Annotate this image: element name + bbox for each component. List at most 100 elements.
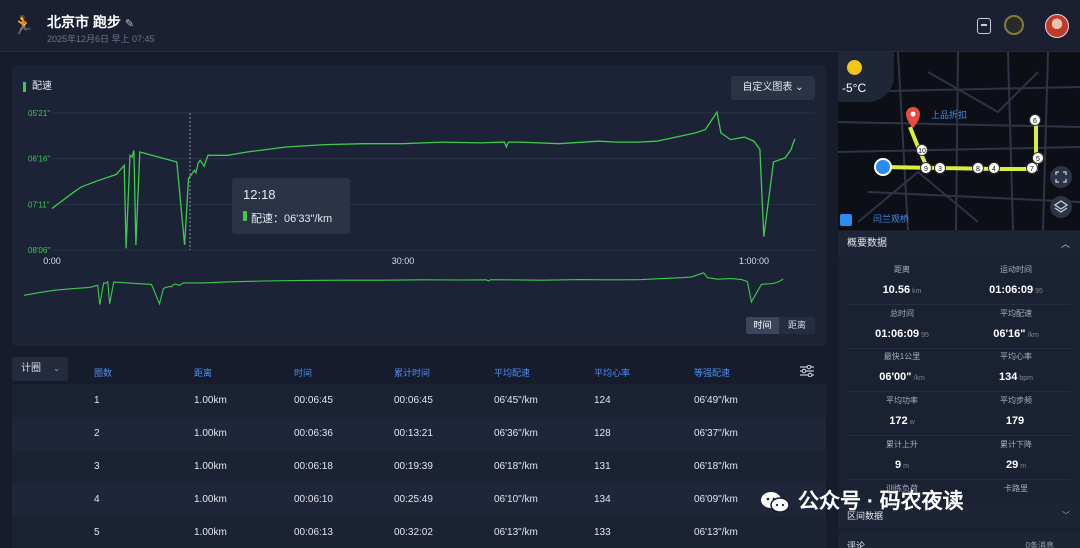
column-header-time[interactable]: 时间 [294,368,313,378]
cell-avg-pace: 06'10"/km [494,494,538,505]
summary-panel: 距离 10.56 km 运动时间 01:06:09 95 总时间 01:06:09 9… [838,257,1080,548]
custom-chart-button[interactable]: 自定义图表 ⌄ [731,76,815,100]
poi-label: 上品折扣 [931,109,967,120]
edit-icon[interactable]: ✎ [124,18,135,30]
km-marker [988,162,1000,174]
layers-icon[interactable] [1050,196,1072,218]
pace-series-line [51,110,796,249]
y-tick-label: 07'11" [28,200,50,209]
header: 🏃 北京市 跑步 ✎ 2025年12月6日 早上 07:45 [0,0,1080,52]
stat-value: 179 [1005,415,1025,427]
stat-value: 29 m [1005,459,1027,471]
cell-time: 00:06:36 [294,428,333,439]
stat-label: 训练负荷 [886,484,918,493]
summary-section-header[interactable]: 概要数据 ︿ [838,231,1080,257]
km-marker-label: 7 [1030,166,1034,173]
route-map[interactable]: 10 9 3 8 4 7 5 6 上品折扣 闫兰观桥 [838,52,1080,230]
zones-section-header[interactable]: 区间数据 ﹀ [838,504,1080,528]
stat-avg-hr: 平均心率 134 bpm [958,351,1074,383]
km-marker [916,144,928,156]
column-header-cumulative-time[interactable]: 累计时间 [394,368,431,378]
cell-avg-pace: 06'13"/km [494,527,538,538]
table-settings-icon[interactable] [800,365,814,377]
km-marker-label: 5 [1036,156,1040,163]
stat-label: 平均功率 [886,396,918,405]
toggle-time-button[interactable]: 时间 [746,317,779,334]
cell-time: 00:06:13 [294,527,333,538]
watch-icon[interactable] [1004,15,1024,35]
km-marker [1026,162,1038,174]
watermark: 公众号 · 码农夜读 [758,484,964,520]
stat-label: 最快1公里 [883,352,921,361]
table-row[interactable]: 5 1.00km 00:06:13 00:32:02 06'13"/km 133… [12,516,826,548]
comments-section-header[interactable]: 评论 0条消息 [838,534,1080,548]
toggle-distance-button[interactable]: 距离 [779,317,815,334]
stat-label: 平均配速 [1000,309,1032,318]
laps-table-body: 1 1.00km 00:06:45 00:06:45 06'45"/km 124… [12,384,826,548]
fullscreen-icon[interactable] [1050,166,1072,188]
cell-gap: 06'37"/km [694,428,738,439]
overview-series-line [23,272,784,306]
cell-time: 00:06:45 [294,395,333,406]
watermark-text: 公众号 · 码农夜读 [798,490,964,513]
cell-avg-pace: 06'36"/km [494,428,538,439]
table-row[interactable]: 2 1.00km 00:06:36 00:13:21 06'36"/km 128… [12,417,826,450]
column-header-gap[interactable]: 等强配速 [694,368,731,378]
stat-value: 06'00"/km [879,371,925,383]
stat-label: 平均心率 [1000,352,1032,361]
start-marker [874,158,892,176]
finish-pin-icon [906,107,920,128]
cell-distance: 1.00km [194,395,227,406]
x-tick-label: 30:00 [392,256,415,266]
stat-value: 01:06:09 95 [989,284,1043,296]
map-logo-icon [840,214,852,226]
km-marker [972,162,984,174]
avatar[interactable] [1045,14,1069,38]
cell-time: 00:06:18 [294,461,333,472]
running-icon: 🏃 [12,15,35,35]
stat-moving-time: 运动时间 01:06:09 95 [958,264,1074,296]
table-row[interactable]: 3 1.00km 00:06:18 00:19:39 06'18"/km 131… [12,450,826,483]
stat-avg-power: 平均功率 172 w [844,395,960,427]
x-tick-label: 1:00:00 [739,256,769,266]
lap-mode-select[interactable]: 计圈 ⌄ [12,357,68,381]
pace-chart[interactable]: 05'21" 06'16" 07'11" 08'06" 0:00 30:00 1:00:0… [12,65,826,346]
stat-value: 06'16"/km [993,328,1039,340]
column-header-avg-hr[interactable]: 平均心率 [594,368,631,378]
comments-title: 评论 [847,541,866,548]
km-marker-label: 9 [924,166,928,173]
chart-tooltip: 12:18 配速：06'33"/km [232,178,350,234]
stat-value: 134 bpm [999,371,1033,383]
stat-value: 10.56 km [882,284,922,296]
cell-cumulative-time: 00:19:39 [394,461,433,472]
pace-chart-panel: 配速 自定义图表 ⌄ 05'21" 06'16" 07'11" 08'06" 0:00… [12,65,826,346]
y-tick-label: 06'16" [28,155,50,164]
stat-avg-pace: 平均配速 06'16"/km [958,308,1074,340]
column-header-distance[interactable]: 距离 [194,368,213,378]
cell-avg-pace: 06'45"/km [494,395,538,406]
cell-lap: 2 [94,428,100,439]
cell-distance: 1.00km [194,428,227,439]
table-row[interactable]: 4 1.00km 00:06:10 00:25:49 06'10"/km 134… [12,483,826,516]
km-marker-label: 10 [918,148,926,155]
table-row[interactable]: 1 1.00km 00:06:45 00:06:45 06'45"/km 124… [12,384,826,417]
lap-mode-value: 计圈 [21,363,41,374]
y-tick-label: 08'06" [28,246,50,255]
tooltip-value: 配速：06'33"/km [251,213,333,225]
column-header-lap[interactable]: 圈数 [94,368,113,378]
cell-gap: 06'49"/km [694,395,738,406]
activity-title: 北京市 跑步 ✎ [47,12,134,32]
temperature: -5°C [842,81,867,95]
cell-avg-hr: 131 [594,461,611,472]
km-marker-label: 4 [992,166,996,173]
cell-cumulative-time: 00:06:45 [394,395,433,406]
cell-avg-hr: 133 [594,527,611,538]
column-header-avg-pace[interactable]: 平均配速 [494,368,531,378]
export-icon[interactable] [977,18,991,34]
sun-icon [847,60,862,75]
cell-avg-pace: 06'18"/km [494,461,538,472]
chevron-up-icon: ︿ [1060,239,1070,249]
wechat-icon [761,492,790,513]
